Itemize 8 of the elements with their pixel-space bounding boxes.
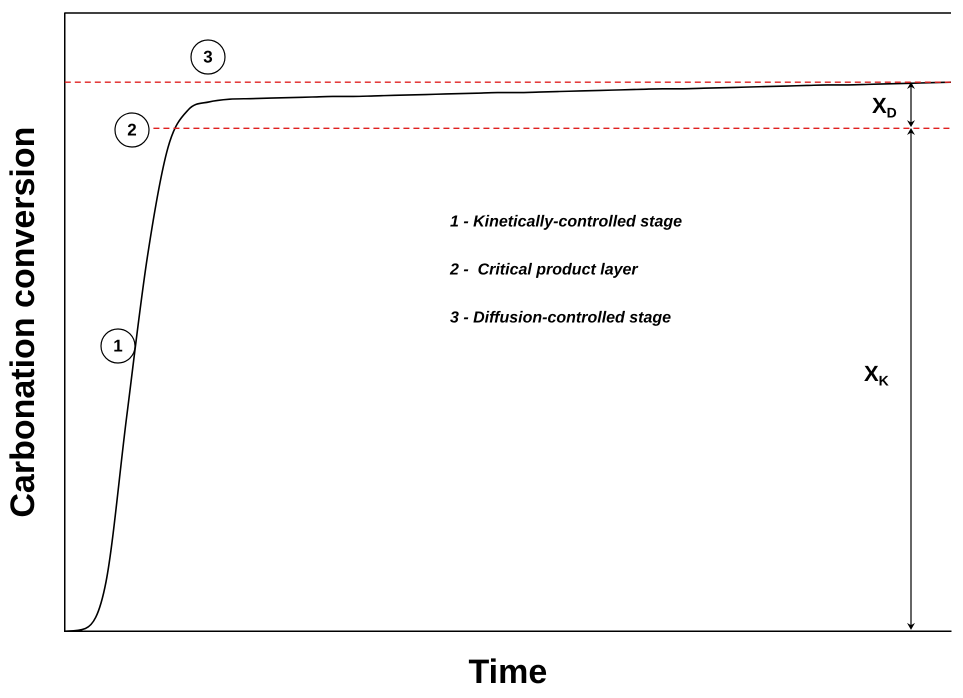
- x-axis-title: Time: [468, 652, 548, 691]
- y-axis-title: Carbonation conversion: [4, 126, 42, 518]
- text: 3: [203, 48, 213, 67]
- annotation: 3 - Diffusion-controlled stage: [450, 309, 672, 326]
- annotation: 2: [127, 120, 137, 140]
- annotation: 1: [113, 336, 123, 356]
- annotation: 1 - Kinetically-controlled stage: [450, 213, 682, 230]
- annotation: 2 - Critical product layer: [449, 261, 638, 278]
